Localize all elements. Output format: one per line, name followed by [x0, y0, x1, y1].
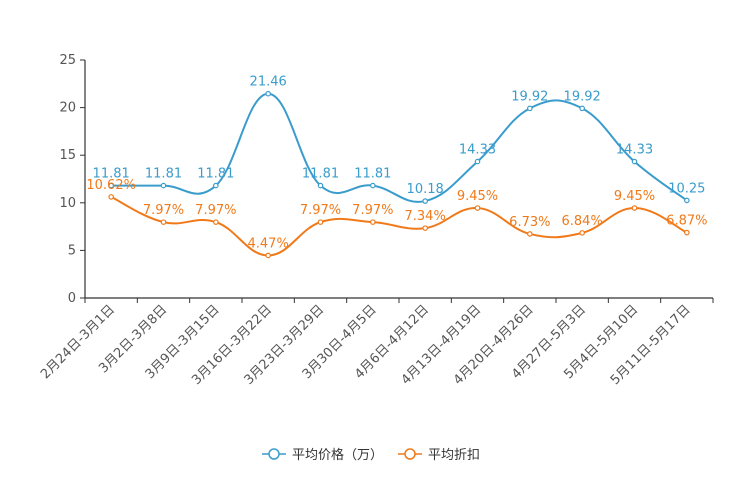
data-point[interactable]: [474, 205, 481, 211]
data-point[interactable]: [160, 219, 167, 225]
data-point[interactable]: [422, 198, 428, 204]
legend-item[interactable]: 平均折扣: [398, 448, 480, 463]
data-label: 10.25: [668, 181, 705, 196]
data-label: 7.97%: [143, 203, 184, 218]
data-label: 9.45%: [614, 189, 655, 204]
y-tick-label: 25: [59, 53, 76, 68]
series-avg-price: 11.81 11.81 11.81 21.46 11.81 11.81 10.18 14.33…: [93, 75, 705, 204]
data-point[interactable]: [527, 231, 533, 237]
data-label: 10.62%: [86, 178, 136, 193]
data-point[interactable]: [265, 90, 271, 97]
data-label: 11.81: [93, 167, 130, 182]
data-label: 11.81: [197, 167, 234, 182]
data-label: 14.33: [616, 143, 653, 158]
data-label: 6.84%: [562, 214, 603, 229]
data-point[interactable]: [213, 182, 219, 189]
data-point[interactable]: [527, 105, 533, 112]
data-point[interactable]: [684, 229, 690, 236]
data-point[interactable]: [317, 182, 324, 189]
legend-label: 平均价格（万）: [292, 447, 383, 463]
data-label: 14.33: [459, 143, 496, 158]
chart-legend[interactable]: 平均价格（万） 平均折扣: [262, 447, 480, 463]
chart-series-layer: 11.81 11.81 11.81 21.46 11.81 11.81 10.18 14.33…: [86, 75, 707, 259]
data-point[interactable]: [265, 252, 271, 259]
legend-label: 平均折扣: [428, 448, 480, 463]
data-label: 4.47%: [248, 236, 289, 251]
data-point[interactable]: [579, 230, 585, 236]
data-point[interactable]: [370, 219, 376, 225]
data-label: 19.92: [511, 89, 548, 104]
data-point[interactable]: [631, 205, 638, 211]
y-tick-label: 20: [59, 101, 76, 116]
data-label: 7.97%: [300, 203, 341, 218]
data-label: 6.73%: [509, 215, 550, 230]
legend-marker-icon: [404, 448, 416, 460]
data-label: 9.45%: [457, 189, 498, 204]
data-label: 11.81: [354, 167, 391, 182]
data-label: 6.87%: [666, 214, 707, 229]
data-point[interactable]: [160, 182, 167, 189]
data-point[interactable]: [108, 194, 114, 200]
data-label: 11.81: [302, 167, 339, 182]
series-avg-discount: 10.62% 7.97% 7.97% 4.47% 7.97% 7.97% 7.34% 9.45…: [86, 178, 707, 259]
data-label: 19.92: [564, 89, 601, 104]
data-label: 21.46: [250, 75, 287, 90]
chart-axes: 05101520252月24日-3月1日3月2日-3月8日3月9日-3月15日3…: [38, 53, 714, 388]
data-point[interactable]: [631, 158, 638, 165]
y-tick-label: 5: [68, 243, 76, 258]
legend-marker-icon: [268, 448, 280, 460]
y-tick-label: 15: [59, 148, 76, 163]
y-tick-label: 10: [59, 196, 76, 211]
data-label: 7.97%: [352, 203, 393, 218]
y-tick-label: 0: [68, 291, 76, 306]
data-label: 7.34%: [405, 209, 446, 224]
data-label: 11.81: [145, 167, 182, 182]
series-line: [111, 92, 688, 203]
data-point[interactable]: [684, 197, 690, 204]
data-point[interactable]: [108, 182, 114, 189]
data-point[interactable]: [422, 225, 428, 231]
legend-item[interactable]: 平均价格（万）: [262, 447, 383, 463]
data-label: 7.97%: [195, 203, 236, 218]
data-point[interactable]: [579, 105, 585, 112]
data-point[interactable]: [474, 158, 481, 165]
data-point[interactable]: [213, 219, 219, 225]
data-point[interactable]: [370, 182, 376, 189]
data-label: 10.18: [407, 182, 444, 197]
data-point[interactable]: [317, 219, 324, 225]
